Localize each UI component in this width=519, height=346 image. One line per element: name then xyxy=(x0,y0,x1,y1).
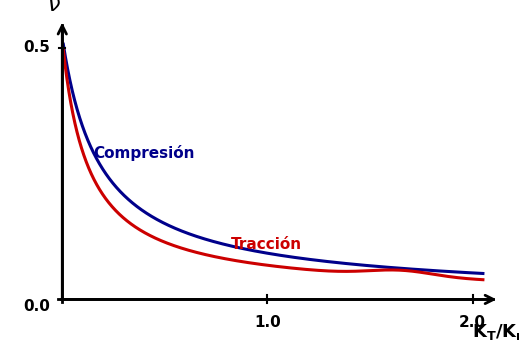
Text: $\mathbf{K_T/K_n}$: $\mathbf{K_T/K_n}$ xyxy=(472,322,519,342)
Text: Compresión: Compresión xyxy=(93,145,195,161)
Text: $\nu$: $\nu$ xyxy=(47,0,61,15)
Text: 0.0: 0.0 xyxy=(23,299,50,315)
Text: 2.0: 2.0 xyxy=(459,315,486,329)
Text: 0.5: 0.5 xyxy=(23,40,50,55)
Text: Tracción: Tracción xyxy=(230,237,302,252)
Text: 1.0: 1.0 xyxy=(254,315,281,329)
